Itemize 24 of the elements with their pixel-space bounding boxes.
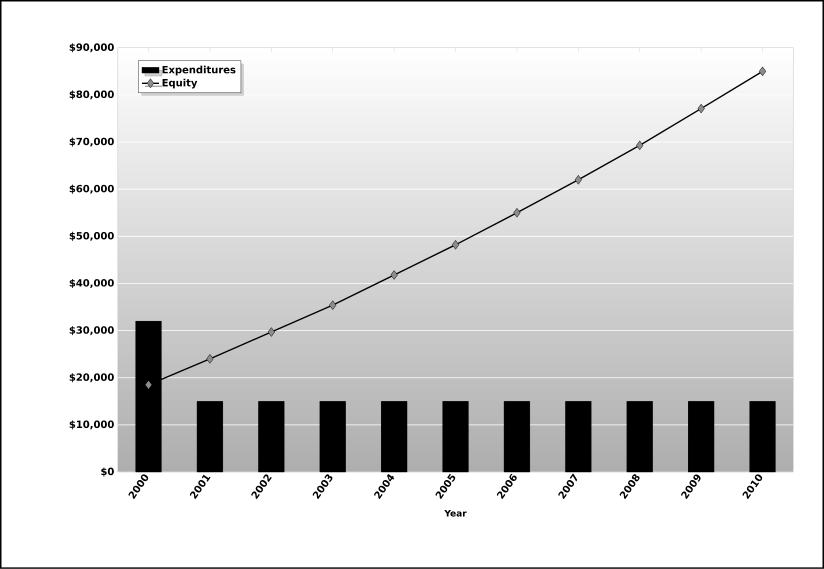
y-tick-label: $20,000 [70,373,114,382]
point [758,66,766,76]
point [513,208,521,218]
legend-label: Expenditures [162,66,236,76]
y-tick-label: $30,000 [70,326,114,336]
y-tick-label: $80,000 [70,90,114,100]
point [206,354,214,364]
y-tick-label: $50,000 [70,232,114,241]
y-tick-label: $90,000 [70,43,114,52]
point [329,300,336,310]
point [574,175,582,185]
point [390,270,398,280]
y-tick-label: $0 [101,468,114,477]
y-tick-label: $70,000 [70,138,114,147]
point [144,380,152,390]
x-axis-title: Year [444,510,467,517]
legend-label: Equity [162,78,198,89]
point [636,140,644,150]
y-tick-label: $40,000 [70,279,114,288]
y-tick-label: $60,000 [70,184,114,194]
point [268,327,275,337]
point [698,104,705,114]
y-tick-label: $10,000 [70,420,114,430]
point [452,240,460,250]
